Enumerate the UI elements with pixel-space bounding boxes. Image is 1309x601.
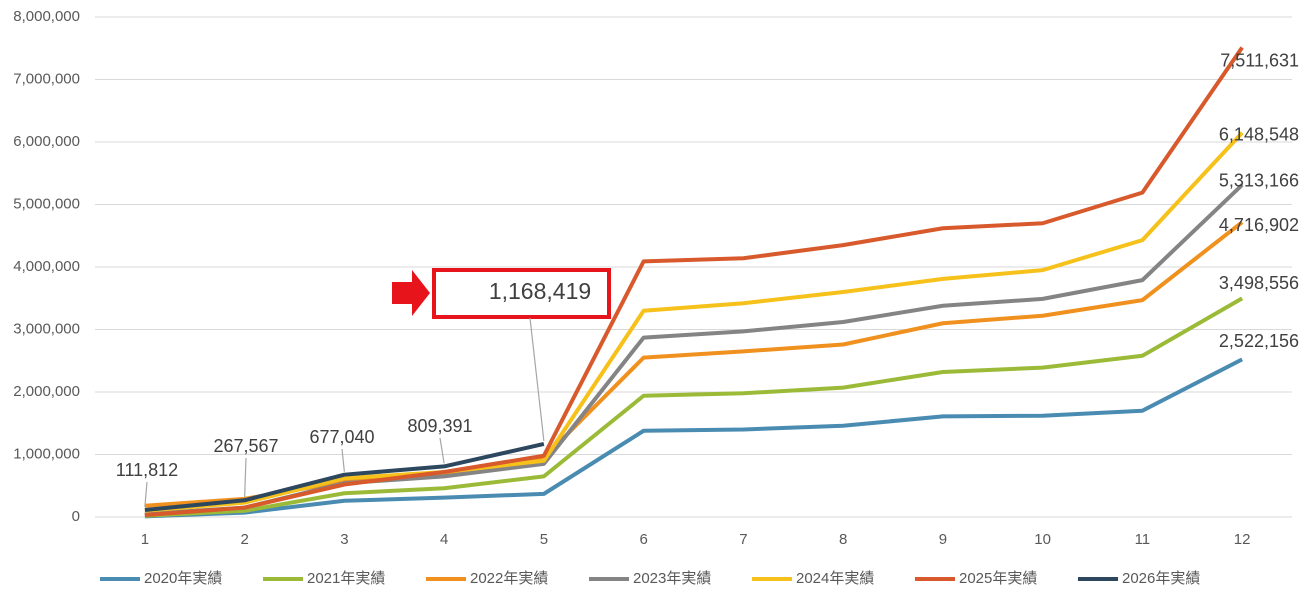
data-label: 7,511,631 — [1220, 50, 1299, 70]
series-line — [144, 131, 1244, 513]
x-tick-label: 11 — [1135, 531, 1151, 548]
legend-label: 2024年実績 — [796, 570, 874, 587]
leader-line — [529, 317, 545, 442]
y-tick-label: 7,000,000 — [13, 70, 80, 87]
legend-label: 2020年実績 — [144, 570, 222, 587]
legend-label: 2025年実績 — [959, 570, 1037, 587]
leader-line — [341, 448, 345, 472]
data-label: 111,812 — [116, 460, 178, 480]
y-tick-label: 6,000,000 — [13, 133, 80, 150]
leader-line — [144, 481, 148, 508]
x-tick-label: 2 — [240, 531, 248, 548]
x-tick-label: 5 — [540, 531, 548, 548]
series-line — [144, 46, 1244, 518]
x-tick-label: 8 — [839, 531, 847, 548]
x-tick-label: 7 — [739, 531, 747, 548]
highlight-box — [432, 268, 611, 319]
data-label: 267,567 — [213, 436, 278, 456]
y-tick-label: 2,000,000 — [13, 383, 80, 400]
data-label: 5,313,166 — [1219, 171, 1299, 191]
x-tick-label: 12 — [1234, 531, 1251, 548]
x-tick-label: 3 — [340, 531, 348, 548]
y-tick-label: 1,000,000 — [13, 445, 80, 462]
data-label: 2,522,156 — [1219, 331, 1299, 351]
legend-label: 2026年実績 — [1122, 570, 1200, 587]
y-tick-label: 0 — [72, 508, 80, 525]
leader-line — [244, 457, 247, 498]
data-label: 6,148,548 — [1219, 124, 1299, 144]
y-tick-label: 4,000,000 — [13, 258, 80, 275]
data-label: 1,168,419 — [489, 278, 591, 304]
x-tick-label: 10 — [1034, 531, 1051, 548]
leader-line — [439, 437, 445, 464]
data-label: 677,040 — [309, 427, 374, 447]
legend-label: 2022年実績 — [470, 570, 548, 587]
y-tick-label: 5,000,000 — [13, 195, 80, 212]
legend-label: 2021年実績 — [307, 570, 385, 587]
x-tick-label: 9 — [939, 531, 947, 548]
series-line — [144, 296, 1244, 518]
data-label: 4,716,902 — [1219, 215, 1299, 235]
data-label: 809,391 — [407, 416, 472, 436]
x-tick-label: 6 — [639, 531, 647, 548]
series-line — [144, 442, 545, 513]
x-tick-label: 4 — [440, 531, 448, 548]
x-tick-label: 1 — [141, 531, 149, 548]
series-line — [144, 357, 1244, 519]
highlight-arrow — [392, 270, 430, 316]
legend-label: 2023年実績 — [633, 570, 711, 587]
y-tick-label: 3,000,000 — [13, 320, 80, 337]
y-tick-label: 8,000,000 — [13, 8, 80, 25]
data-label: 3,498,556 — [1219, 273, 1299, 293]
